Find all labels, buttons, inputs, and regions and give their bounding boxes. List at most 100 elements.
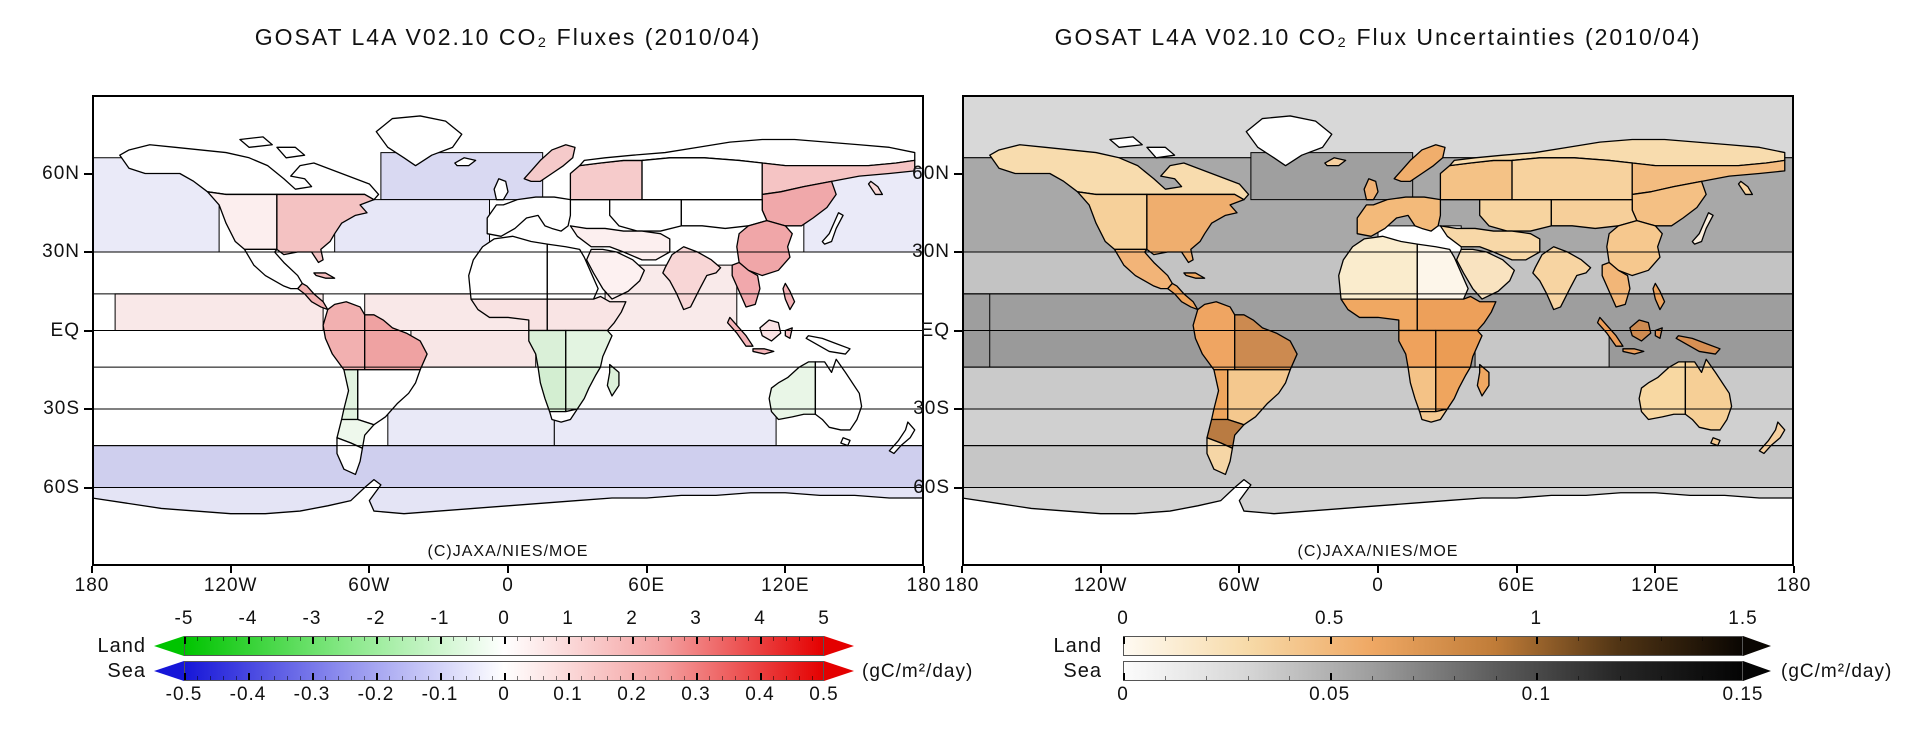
colorbar-major-tick	[1536, 637, 1539, 644]
map-region-greenland	[376, 116, 462, 166]
map-region-philippines	[1653, 283, 1665, 309]
colorbar-tick-label: 0	[498, 608, 510, 629]
colorbar-major-tick	[1329, 637, 1332, 644]
y-axis-tick	[954, 172, 962, 175]
land-scale-label: Land	[97, 635, 146, 657]
colorbar-major-tick	[504, 673, 506, 680]
x-tick-label: 60W	[348, 575, 391, 596]
colorbar-minor-tick	[1454, 637, 1456, 641]
map-region-kamchatka	[1739, 181, 1753, 194]
colorbar-minor-tick	[325, 637, 327, 641]
y-tick-label: 30S	[913, 398, 950, 419]
colorbar-tick-label: -2	[366, 608, 386, 629]
colorbar-tick-label: 0.4	[745, 684, 775, 705]
colorbar-minor-tick	[1495, 676, 1497, 680]
colorbar-minor-tick	[581, 637, 583, 641]
colorbar-tick-label: -0.1	[421, 684, 459, 705]
colorbar-minor-tick	[1247, 637, 1249, 641]
map-region-cuba	[314, 273, 335, 278]
land-scale-label: Land	[1053, 635, 1102, 657]
colorbar-minor-tick	[1288, 637, 1290, 641]
colorbar-minor-tick	[594, 676, 596, 680]
map-region-eu_west	[487, 197, 570, 236]
colorbar-minor-tick	[1288, 676, 1290, 680]
colorbar-minor-tick	[478, 676, 480, 680]
colorbar-major-tick	[184, 673, 186, 680]
colorbar-minor-tick	[734, 637, 736, 641]
colorbar-minor-tick	[235, 637, 237, 641]
y-tick-label: 30N	[42, 241, 80, 262]
colorbar-major-tick	[1123, 673, 1125, 680]
colorbar-tick-label: 0	[1117, 608, 1129, 629]
x-tick-label: 60W	[1218, 575, 1261, 596]
colorbar-tick-label: 0.05	[1309, 684, 1351, 705]
map-region-c_asia	[1480, 200, 1552, 231]
fluxes-sea-colorbar-left-arrow	[154, 661, 184, 681]
colorbar-minor-tick	[274, 637, 276, 641]
colorbar-tick-label: 5	[818, 608, 830, 629]
map-region-java	[753, 349, 774, 354]
colorbar-minor-tick	[414, 637, 416, 641]
colorbar-minor-tick	[261, 676, 263, 680]
map-region-scand	[1394, 145, 1445, 182]
colorbar-major-tick	[1123, 637, 1125, 644]
fluxes-map-graphic	[92, 95, 924, 566]
y-axis-tick	[84, 329, 92, 332]
uncertainties-land-colorbar-right-arrow	[1743, 636, 1771, 656]
map-region-japan	[1692, 213, 1713, 244]
colorbar-tick-label: 0.5	[1314, 608, 1345, 629]
colorbar-minor-tick	[1206, 637, 1208, 641]
colorbar-minor-tick	[274, 676, 276, 680]
colorbar-major-tick	[696, 637, 698, 644]
map-region-patagonia	[1207, 438, 1232, 475]
y-tick-label: 60S	[43, 476, 80, 498]
colorbar-major-tick	[760, 637, 762, 644]
uncertainties-sea-colorbar-right-arrow	[1743, 661, 1771, 681]
colorbar-minor-tick	[773, 676, 775, 680]
uncertainties-land-colorbar-gradient	[1123, 636, 1745, 656]
colorbar-tick-label: 1.5	[1728, 608, 1758, 629]
colorbar-tick-label: -0.4	[229, 684, 267, 705]
colorbar-major-tick	[248, 637, 250, 644]
colorbar-minor-tick	[530, 637, 532, 641]
fluxes-land-colorbar	[154, 636, 854, 656]
x-axis-tick	[923, 566, 925, 573]
y-axis-tick	[954, 486, 962, 489]
colorbar-minor-tick	[1247, 676, 1249, 680]
colorbar-minor-tick	[222, 637, 224, 641]
colorbar-tick-label: -0.3	[293, 684, 331, 705]
y-tick-label: 60S	[913, 476, 950, 498]
colorbar-tick-label: 4	[754, 608, 766, 629]
colorbar-minor-tick	[747, 637, 749, 641]
colorbar-minor-tick	[798, 637, 800, 641]
colorbar-minor-tick	[645, 637, 647, 641]
colorbar-minor-tick	[722, 637, 724, 641]
x-axis-tick	[1099, 566, 1102, 573]
colorbar-major-tick	[568, 637, 570, 644]
colorbar-tick-label: 0.2	[617, 684, 647, 705]
colorbar-minor-tick	[197, 676, 199, 680]
map-region-af_cape	[1420, 409, 1448, 422]
map-region-arctic2	[1110, 137, 1142, 147]
map-region-arctic1	[277, 147, 305, 157]
map-region-na_boreal	[990, 145, 1249, 200]
colorbar-major-tick	[1536, 673, 1539, 680]
colorbar-minor-tick	[670, 676, 672, 680]
colorbar-tick-label: -4	[238, 608, 258, 629]
colorbar-minor-tick	[773, 637, 775, 641]
colorbar-minor-tick	[1454, 676, 1456, 680]
colorbar-minor-tick	[670, 637, 672, 641]
colorbar-minor-tick	[1619, 676, 1621, 680]
y-axis-tick	[84, 251, 92, 253]
y-axis-tick	[954, 408, 962, 410]
units-label: (gC/m²/day)	[862, 661, 974, 682]
map-region-iceland	[1325, 158, 1346, 166]
colorbar-minor-tick	[517, 637, 519, 641]
map-region-na_boreal	[120, 145, 379, 200]
x-axis-tick	[229, 566, 232, 573]
colorbar-tick-label: 3	[690, 608, 702, 629]
colorbar-minor-tick	[811, 676, 813, 680]
uncertainties-map-graphic	[962, 95, 1794, 566]
colorbar-minor-tick	[658, 676, 660, 680]
